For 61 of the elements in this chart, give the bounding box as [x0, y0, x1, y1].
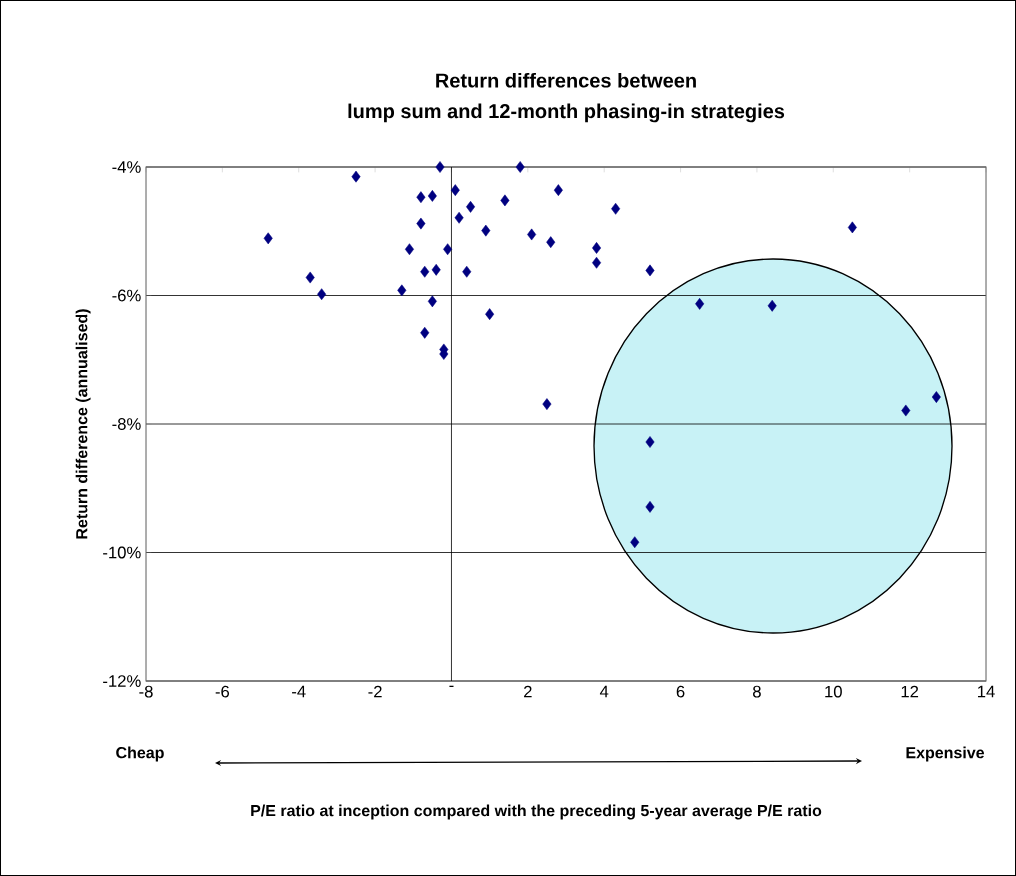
point — [481, 224, 491, 237]
x-tick-label: 2 — [524, 685, 532, 698]
point — [420, 326, 430, 339]
x-tick-label: - — [449, 685, 454, 688]
point — [611, 202, 621, 215]
point — [767, 299, 777, 312]
point — [542, 398, 552, 410]
y-axis-title: Return difference (annualised) — [75, 309, 91, 539]
point — [351, 170, 361, 183]
point — [645, 436, 655, 448]
point — [427, 190, 437, 202]
point — [443, 243, 453, 256]
point — [592, 242, 602, 254]
point — [931, 391, 941, 403]
x-tick-label: -4 — [292, 685, 306, 698]
point — [645, 501, 655, 513]
x-tick-label: 12 — [901, 685, 919, 698]
text: P/E ratio at inception compared with the preceding 5-year average P/E ratio — [251, 804, 822, 820]
point — [546, 236, 556, 249]
point — [435, 161, 445, 173]
x-tick-label: 10 — [825, 685, 842, 698]
point — [695, 297, 705, 310]
point — [645, 264, 655, 277]
y-tick-label: -12% — [103, 675, 141, 687]
x-tick-label: -8 — [139, 685, 153, 698]
x-tick-label: -2 — [368, 685, 382, 698]
text: Cheap — [116, 746, 164, 762]
point — [427, 295, 437, 308]
point — [515, 161, 525, 173]
point — [553, 184, 563, 197]
point — [317, 288, 327, 301]
point — [397, 284, 407, 297]
point — [500, 194, 510, 207]
point — [466, 200, 476, 213]
point — [416, 191, 426, 204]
y-tick-label: -10% — [103, 546, 141, 559]
point — [404, 243, 414, 256]
x-tick-label: 4 — [599, 685, 609, 698]
point — [527, 228, 537, 241]
point — [485, 308, 495, 321]
x-tick-label: 14 — [978, 685, 995, 698]
point — [263, 232, 273, 245]
chart-title: Return differences between lump sum and 12-month phasing-in strategies — [348, 72, 785, 123]
x-tick-label: 6 — [676, 685, 685, 698]
point — [847, 221, 857, 234]
point — [420, 265, 430, 278]
point — [630, 536, 640, 549]
point — [431, 263, 441, 276]
point — [901, 404, 911, 417]
point — [462, 265, 472, 278]
point — [305, 271, 315, 284]
y-tick-label: -8% — [112, 418, 141, 430]
point — [416, 217, 426, 230]
point — [454, 211, 464, 224]
y-tick-label: -6% — [112, 289, 141, 302]
point — [592, 256, 602, 269]
x-tick-label: 8 — [753, 685, 761, 698]
y-tick-label: -4% — [112, 161, 141, 173]
point — [450, 184, 460, 197]
x-tick-label: -6 — [215, 685, 230, 698]
text: Expensive — [906, 746, 985, 762]
